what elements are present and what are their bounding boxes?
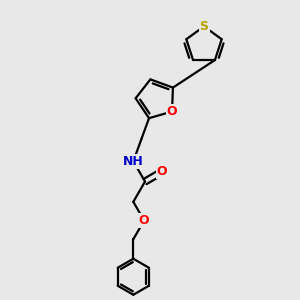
Text: O: O <box>167 105 177 118</box>
Text: O: O <box>157 165 167 178</box>
Text: S: S <box>200 20 208 33</box>
Text: NH: NH <box>123 155 144 168</box>
Text: O: O <box>139 214 149 227</box>
